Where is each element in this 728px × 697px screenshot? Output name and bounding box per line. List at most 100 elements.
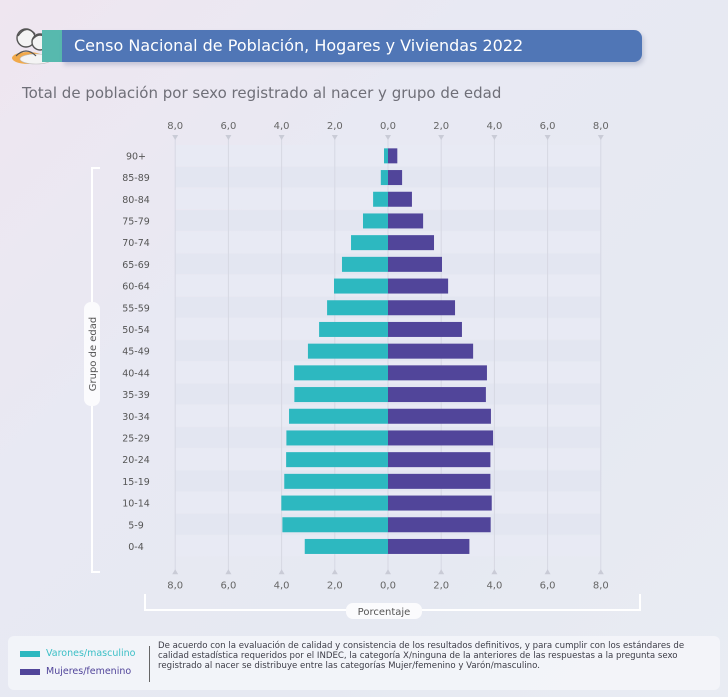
bar-female-50-54 [388,321,462,337]
y-tick-label: 5-9 [128,520,144,531]
x-axis-title: Porcentaje [358,607,411,618]
legend-divider [149,646,150,682]
x-tick-label-top: 6,0 [540,121,556,132]
header-title: Censo Nacional de Población, Hogares y V… [74,36,524,55]
y-tick-label: 55-59 [122,303,150,314]
tick-marker-top [225,135,232,140]
bar-male-90+ [384,148,388,164]
bar-female-10-14 [388,495,492,511]
x-tick-label-top: 0,0 [380,121,396,132]
bar-female-55-59 [388,300,456,316]
bar-male-70-74 [351,235,388,251]
tick-marker-bottom [172,569,179,575]
bar-male-10-14 [281,495,388,511]
tick-marker-top [491,135,498,140]
x-tick-label-bottom: 4,0 [486,580,502,591]
x-tick-label-bottom: 0,0 [380,580,396,591]
legend-item-male: Varones/masculino [20,648,136,659]
y-tick-label: 75-79 [122,216,150,227]
bar-male-20-24 [286,452,388,468]
bar-female-30-34 [388,408,491,424]
y-tick-label: 70-74 [122,238,150,249]
bar-female-90+ [388,148,398,164]
y-axis-title-bg [84,302,100,406]
bar-female-40-44 [388,365,487,381]
y-tick-label: 15-19 [122,477,150,488]
y-tick-label: 60-64 [122,282,150,293]
bar-male-65-69 [341,256,388,272]
bar-female-75-79 [388,213,424,229]
x-tick-label-top: 6,0 [220,121,236,132]
y-tick-label: 65-69 [122,260,150,271]
legend-swatch-female [20,668,40,675]
tick-marker-top [544,135,551,140]
bar-female-20-24 [388,452,491,468]
bar-female-5-9 [388,517,491,533]
bar-male-45-49 [307,343,388,359]
bar-male-50-54 [319,321,388,337]
x-tick-label-top: 4,0 [486,121,502,132]
x-tick-label-bottom: 8,0 [593,580,609,591]
tick-marker-top [172,135,179,140]
y-tick-label: 25-29 [122,433,150,444]
bar-male-15-19 [284,473,388,489]
bar-male-25-29 [286,430,388,446]
y-tick-label: 0-4 [128,542,144,553]
y-tick-label: 20-24 [122,455,150,466]
tick-marker-bottom [278,569,285,575]
tick-marker-top [331,135,338,140]
tick-marker-bottom [544,569,551,575]
legend-item-female: Mujeres/femenino [20,666,131,677]
tick-marker-top [385,135,391,140]
tick-marker-bottom [491,569,498,575]
x-tick-label-bottom: 4,0 [274,580,290,591]
tick-marker-top [597,135,604,140]
x-tick-label-top: 2,0 [433,121,449,132]
legend-label-male: Varones/masculino [46,648,136,659]
tick-marker-top [438,135,445,140]
bar-female-80-84 [388,191,412,207]
x-tick-label-top: 4,0 [274,121,290,132]
x-tick-label-top: 8,0 [167,121,183,132]
bar-female-65-69 [388,256,442,272]
population-pyramid-chart: 8,0 8,0 6,0 6,0 4,0 4,0 2,0 2,0 0,0 0,0 2,0 2,0 4,0 4… [84,121,609,618]
y-axis-title: Grupo de edad [88,317,99,392]
y-tick-label: 45-49 [122,347,150,358]
bar-male-0-4 [304,538,388,554]
bar-female-60-64 [388,278,449,294]
bar-male-35-39 [294,387,388,403]
y-tick-label: 40-44 [122,368,150,379]
bar-female-45-49 [388,343,474,359]
bar-female-70-74 [388,235,435,251]
bar-male-55-59 [327,300,388,316]
y-tick-label: 50-54 [122,325,150,336]
bar-female-15-19 [388,473,491,489]
x-tick-label-bottom: 8,0 [167,580,183,591]
x-tick-label-bottom: 2,0 [433,580,449,591]
y-tick-label: 80-84 [122,195,150,206]
bar-male-80-84 [373,191,388,207]
tick-marker-bottom [597,569,604,575]
bar-male-75-79 [362,213,388,229]
bar-male-40-44 [294,365,388,381]
methodology-note: De acuerdo con la evaluación de calidad … [158,641,685,671]
x-tick-label-bottom: 6,0 [220,580,236,591]
legend-swatch-male [20,650,40,657]
bar-male-5-9 [282,517,388,533]
tick-marker-bottom [331,569,338,575]
tick-marker-bottom [225,569,232,575]
legend-panel: Varones/masculino Mujeres/femenino De ac… [8,636,720,690]
tick-marker-bottom [438,569,445,575]
bar-female-85-89 [388,170,403,186]
legend-label-female: Mujeres/femenino [46,666,132,677]
y-tick-label: 85-89 [122,173,150,184]
tick-marker-top [278,135,285,140]
chart-title: Total de población por sexo registrado a… [22,84,502,102]
y-tick-label: 35-39 [122,390,150,401]
bar-male-30-34 [289,408,388,424]
header-banner: Censo Nacional de Población, Hogares y V… [62,30,642,62]
tick-marker-bottom [385,569,391,575]
header-accent [42,30,62,62]
y-tick-label: 30-34 [122,412,150,423]
bar-female-35-39 [388,387,486,403]
